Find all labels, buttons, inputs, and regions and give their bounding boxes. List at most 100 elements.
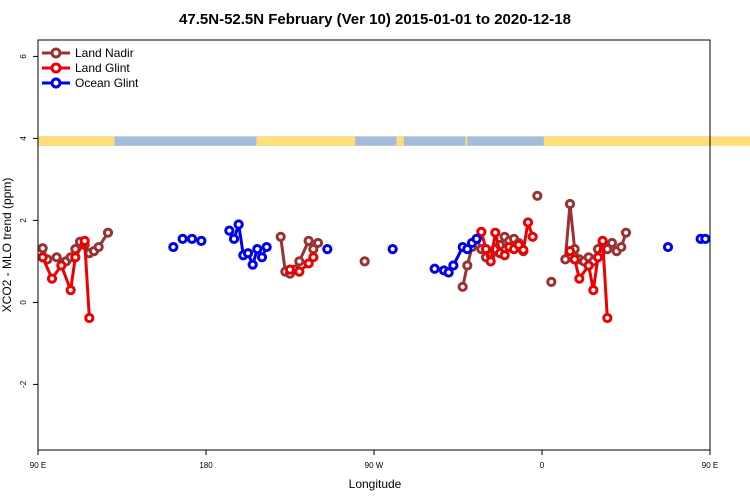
- legend-marker-ocean-glint: [50, 77, 62, 89]
- data-point-land-glint: [37, 252, 48, 263]
- x-tick-label: 0: [540, 461, 545, 470]
- data-point-land-nadir: [606, 237, 618, 249]
- chart-title: 47.5N-52.5N February (Ver 10) 2015-01-01…: [179, 11, 571, 28]
- data-point-land-nadir: [462, 260, 473, 271]
- ocean-band: [38, 136, 710, 146]
- data-point-land-nadir: [560, 254, 571, 265]
- legend-marker-land-nadir: [50, 47, 62, 59]
- data-point-land-glint: [490, 227, 501, 238]
- data-point-land-nadir: [37, 243, 48, 254]
- y-axis: -2 0 2 4 6: [19, 54, 38, 388]
- data-point-ocean-glint: [448, 260, 459, 271]
- data-point-land-nadir: [312, 237, 324, 249]
- data-point-ocean-glint: [242, 248, 254, 259]
- data-point-land-nadir: [294, 256, 305, 267]
- data-point-land-glint: [583, 260, 594, 271]
- data-point-land-glint: [84, 312, 95, 324]
- data-point-land-glint: [602, 312, 613, 324]
- legend-item-land-glint: Land Glint: [42, 61, 130, 75]
- data-point-ocean-glint: [196, 235, 207, 246]
- data-point-ocean-glint: [322, 244, 333, 255]
- data-point-ocean-glint: [186, 233, 198, 244]
- data-point-land-nadir: [359, 256, 370, 267]
- land-band-segment: [465, 136, 468, 146]
- legend-label-land-glint: Land Glint: [75, 61, 130, 75]
- data-point-ocean-glint: [233, 219, 244, 230]
- data-point-ocean-glint: [168, 241, 179, 253]
- data-point-land-glint: [499, 250, 510, 261]
- data-point-ocean-glint: [662, 241, 674, 253]
- series-ocean-glint: [168, 219, 711, 278]
- data-point-land-nadir: [620, 227, 632, 238]
- data-point-ocean-glint: [224, 225, 235, 236]
- y-tick-label: 6: [19, 54, 28, 59]
- legend-marker-land-glint: [50, 62, 62, 74]
- series-land-nadir: [37, 190, 632, 292]
- y-tick-label: 0: [19, 300, 28, 305]
- y-tick-label: -2: [19, 380, 28, 388]
- x-axis-label: Longitude: [349, 477, 402, 491]
- data-point-ocean-glint: [429, 263, 440, 274]
- legend: Land Nadir Land Glint Ocean Glint: [42, 46, 139, 90]
- x-tick-label: 180: [199, 461, 213, 470]
- data-point-land-nadir: [546, 276, 557, 287]
- data-point-land-nadir: [102, 227, 114, 238]
- x-tick-label: 90 W: [365, 461, 384, 470]
- data-point-land-nadir: [532, 190, 543, 201]
- data-point-land-nadir: [457, 281, 468, 292]
- data-point-land-glint: [56, 260, 67, 271]
- data-point-land-glint: [46, 273, 58, 284]
- data-point-land-nadir: [93, 241, 104, 253]
- data-point-land-glint: [592, 252, 604, 263]
- data-point-ocean-glint: [252, 244, 263, 255]
- data-point-ocean-glint: [462, 244, 473, 255]
- data-point-land-glint: [574, 273, 585, 284]
- land-band-segment: [38, 136, 115, 146]
- data-point-land-glint: [569, 254, 580, 265]
- data-point-ocean-glint: [228, 233, 240, 244]
- data-point-land-glint: [564, 246, 576, 257]
- data-point-ocean-glint: [261, 241, 272, 253]
- data-point-land-glint: [597, 235, 608, 246]
- data-point-ocean-glint: [177, 233, 188, 244]
- data-point-land-nadir: [51, 252, 62, 263]
- data-point-land-glint: [308, 252, 319, 263]
- data-point-land-glint: [588, 285, 599, 296]
- x-axis: 90 E 180 90 W 0 90 E: [30, 450, 718, 470]
- legend-label-land-nadir: Land Nadir: [75, 46, 134, 60]
- legend-label-ocean-glint: Ocean Glint: [75, 76, 139, 90]
- data-point-ocean-glint: [700, 233, 711, 244]
- data-point-land-glint: [65, 285, 76, 296]
- data-point-ocean-glint: [387, 244, 398, 255]
- data-point-land-glint: [303, 258, 314, 269]
- land-ocean-band: [38, 136, 750, 146]
- x-tick-label: 90 E: [702, 461, 718, 470]
- data-point-land-nadir: [616, 241, 627, 253]
- data-point-land-nadir: [275, 231, 286, 242]
- data-point-land-glint: [476, 226, 487, 237]
- data-point-ocean-glint: [471, 233, 482, 244]
- x-tick-label: 90 E: [30, 461, 46, 470]
- land-band-segment: [256, 136, 356, 146]
- legend-item-ocean-glint: Ocean Glint: [42, 76, 139, 90]
- land-band-segment: [543, 136, 750, 146]
- data-point-ocean-glint: [247, 259, 258, 270]
- data-point-ocean-glint: [443, 267, 454, 278]
- series-layer: [37, 190, 711, 324]
- data-point-land-glint: [70, 252, 81, 263]
- y-tick-label: 4: [19, 136, 28, 141]
- data-point-land-glint: [527, 231, 538, 242]
- data-point-ocean-glint: [256, 252, 268, 263]
- y-tick-label: 2: [19, 218, 28, 223]
- data-point-land-glint: [79, 235, 90, 246]
- data-point-land-nadir: [303, 235, 314, 246]
- data-point-land-nadir: [564, 198, 576, 210]
- data-point-land-glint: [485, 256, 496, 267]
- land-band-segment: [396, 136, 404, 146]
- series-land-glint: [37, 217, 613, 324]
- data-point-land-glint: [518, 244, 529, 256]
- data-point-land-glint: [480, 244, 492, 255]
- y-axis-label: XCO2 - MLO trend (ppm): [0, 178, 14, 313]
- legend-item-land-nadir: Land Nadir: [42, 46, 134, 60]
